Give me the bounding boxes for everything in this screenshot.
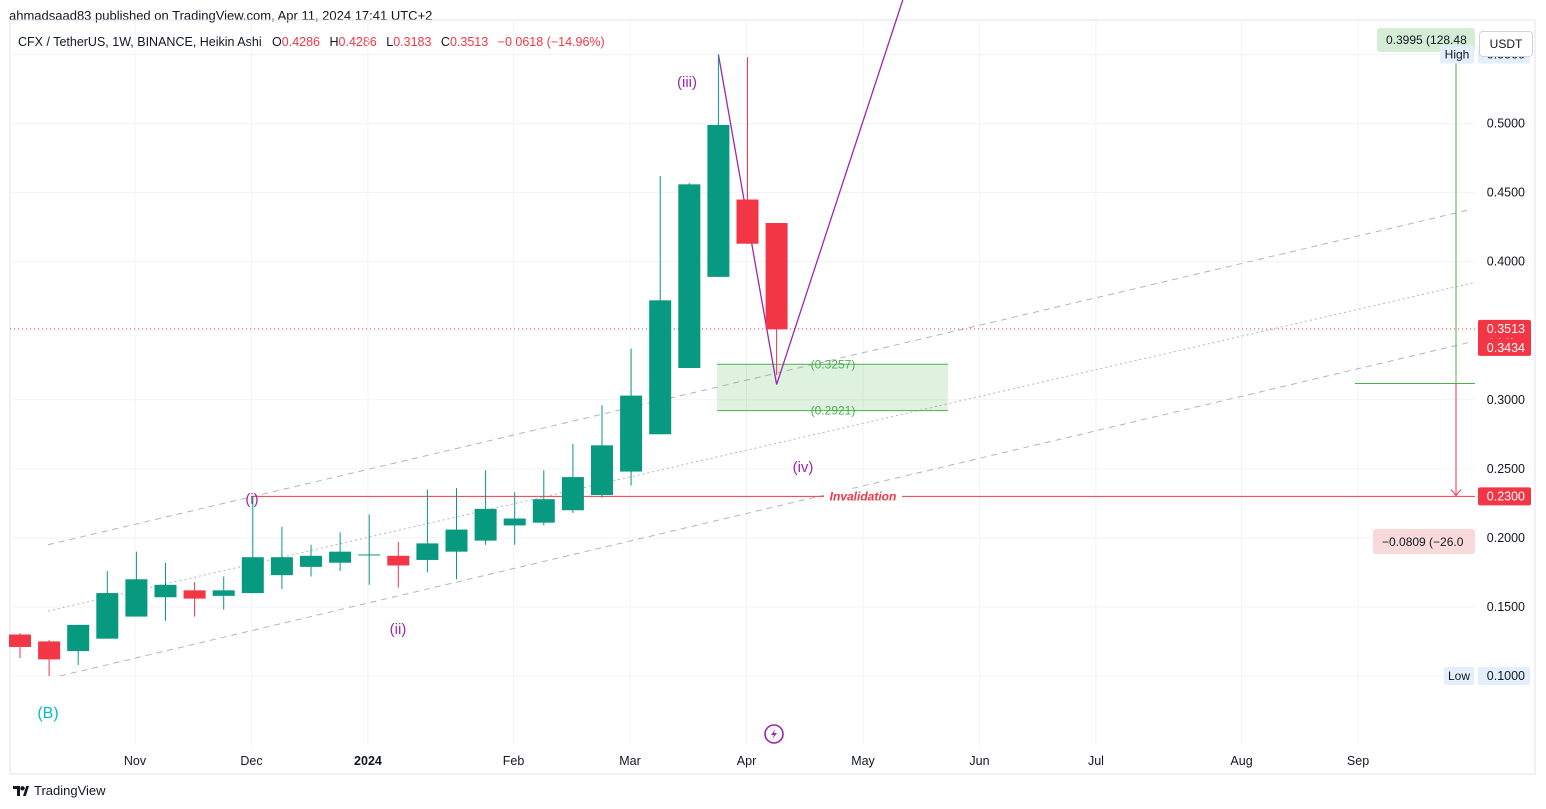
x-tick-label: Nov xyxy=(124,754,147,768)
candle-body xyxy=(765,223,788,330)
measure-up-text: 0.3995 (128.48 xyxy=(1386,33,1467,47)
symbol-legend: CFX / TetherUS, 1W, BINANCE, Heikin Ashi… xyxy=(18,35,611,49)
candle-body xyxy=(387,555,410,566)
measure-down-arrow xyxy=(1450,489,1462,497)
candle-body xyxy=(358,554,381,556)
target-top-label: (0.3257) xyxy=(811,357,856,371)
x-tick-label: Apr xyxy=(737,754,756,768)
target-bottom-label: (0.2921) xyxy=(811,404,856,418)
candle-body xyxy=(270,557,293,576)
measure-down-text: −0.0809 (−26.0 xyxy=(1382,535,1464,549)
y-tick-label: 0.3000 xyxy=(1487,393,1525,407)
price-axis: 0.1500 0.2000 0.2500 0.3000 0.4000 0.4500 0.50… xyxy=(1440,45,1531,685)
candle-body xyxy=(445,529,468,552)
invalidation-label-bg xyxy=(824,488,902,505)
candle-body xyxy=(67,624,90,652)
tradingview-footer[interactable]: TradingView xyxy=(13,783,106,798)
close-value: 0.3513 xyxy=(449,35,489,49)
candle-body xyxy=(9,634,31,647)
x-tick-label: 2024 xyxy=(354,754,382,768)
x-tick-label: Mar xyxy=(619,754,641,768)
candle-body xyxy=(300,555,322,567)
axis-tag xyxy=(1478,487,1531,506)
x-tick-label: Jul xyxy=(1088,754,1104,768)
candle-body xyxy=(707,124,730,277)
wave-label: (ii) xyxy=(390,621,407,638)
candle-body xyxy=(183,590,206,599)
x-tick-label: Sep xyxy=(1347,754,1369,768)
low-label: L xyxy=(386,35,394,49)
change-value: −0.0618 (−14.96%) xyxy=(497,35,605,49)
y-tick-label: 0.5000 xyxy=(1487,117,1525,131)
candles xyxy=(9,54,788,676)
candle-body xyxy=(96,593,119,639)
candle-body xyxy=(38,641,61,660)
y-tick-label: 0.4500 xyxy=(1487,186,1525,200)
candle-body xyxy=(416,543,439,560)
channel-line xyxy=(47,281,1476,612)
candle-body xyxy=(212,590,235,596)
wave-label: (iv) xyxy=(793,459,814,476)
symbol-name[interactable]: CFX / TetherUS, 1W, BINANCE, Heikin Ashi xyxy=(18,35,262,49)
candle-body xyxy=(474,508,497,541)
low-value: 0.3183 xyxy=(393,35,432,49)
close-label: C xyxy=(440,35,450,49)
wave-path xyxy=(717,0,904,385)
candle-body xyxy=(736,199,759,244)
candle-body xyxy=(620,395,643,472)
open-label: O xyxy=(272,35,282,49)
axis-tag xyxy=(1478,338,1531,356)
y-tick-label: 0.1500 xyxy=(1487,600,1525,614)
publisher-header: ahmadsaad83 published on TradingView.com… xyxy=(9,8,433,23)
events-icon[interactable] xyxy=(764,724,784,744)
invalidation-price: 0.2300 xyxy=(1487,489,1525,503)
wave-label: (iii) xyxy=(677,74,697,91)
axis-tag xyxy=(1478,666,1530,685)
low-value: 0.1000 xyxy=(1487,669,1525,683)
x-tick-label: Jun xyxy=(969,754,989,768)
candle-body xyxy=(125,579,148,617)
candle-body xyxy=(503,518,526,526)
y-tick-label: 0.2000 xyxy=(1487,531,1525,545)
candle-body xyxy=(329,551,352,563)
y-tick-label: 0.4000 xyxy=(1487,255,1525,269)
low-label: Low xyxy=(1448,669,1470,683)
invalidation-label: Invalidation xyxy=(830,489,897,503)
currency-button[interactable]: USDT xyxy=(1479,31,1533,57)
level-value: 0.3434 xyxy=(1487,341,1525,355)
candle-body xyxy=(241,557,264,594)
chart-overlays: (0.3257) (0.2921) Invalidation 0.3995 (128.… xyxy=(10,0,1476,722)
target-zone xyxy=(717,364,948,411)
wave-label: (B) xyxy=(37,705,58,722)
candle-body xyxy=(591,445,613,496)
time-axis: Nov Dec 2024 Feb Mar Apr May Jun Jul Aug Sep xyxy=(124,754,1369,768)
tradingview-logo-icon xyxy=(13,785,29,796)
axis-tag xyxy=(1440,45,1474,64)
candle-body xyxy=(532,499,555,523)
channel-line xyxy=(47,208,1473,546)
candle-body xyxy=(649,300,672,435)
x-tick-label: Aug xyxy=(1230,754,1252,768)
x-tick-label: Feb xyxy=(503,754,525,768)
wave-label: (i) xyxy=(245,491,258,508)
x-tick-label: Dec xyxy=(240,754,262,768)
high-value: 0.4286 xyxy=(338,35,377,49)
candle-body xyxy=(154,584,177,598)
measure-down-box xyxy=(1373,529,1475,554)
open-value: 0.4286 xyxy=(281,35,320,49)
last-price-value: 0.3513 xyxy=(1487,322,1525,336)
candle-body xyxy=(678,184,701,368)
x-tick-label: May xyxy=(851,754,875,768)
grid-lines xyxy=(9,19,1536,775)
high-label: H xyxy=(329,35,339,49)
tradingview-brand: TradingView xyxy=(34,783,106,798)
high-label: High xyxy=(1445,48,1470,62)
y-tick-label: 0.2500 xyxy=(1487,462,1525,476)
candle-body xyxy=(561,477,584,511)
axis-tag xyxy=(1444,666,1474,685)
